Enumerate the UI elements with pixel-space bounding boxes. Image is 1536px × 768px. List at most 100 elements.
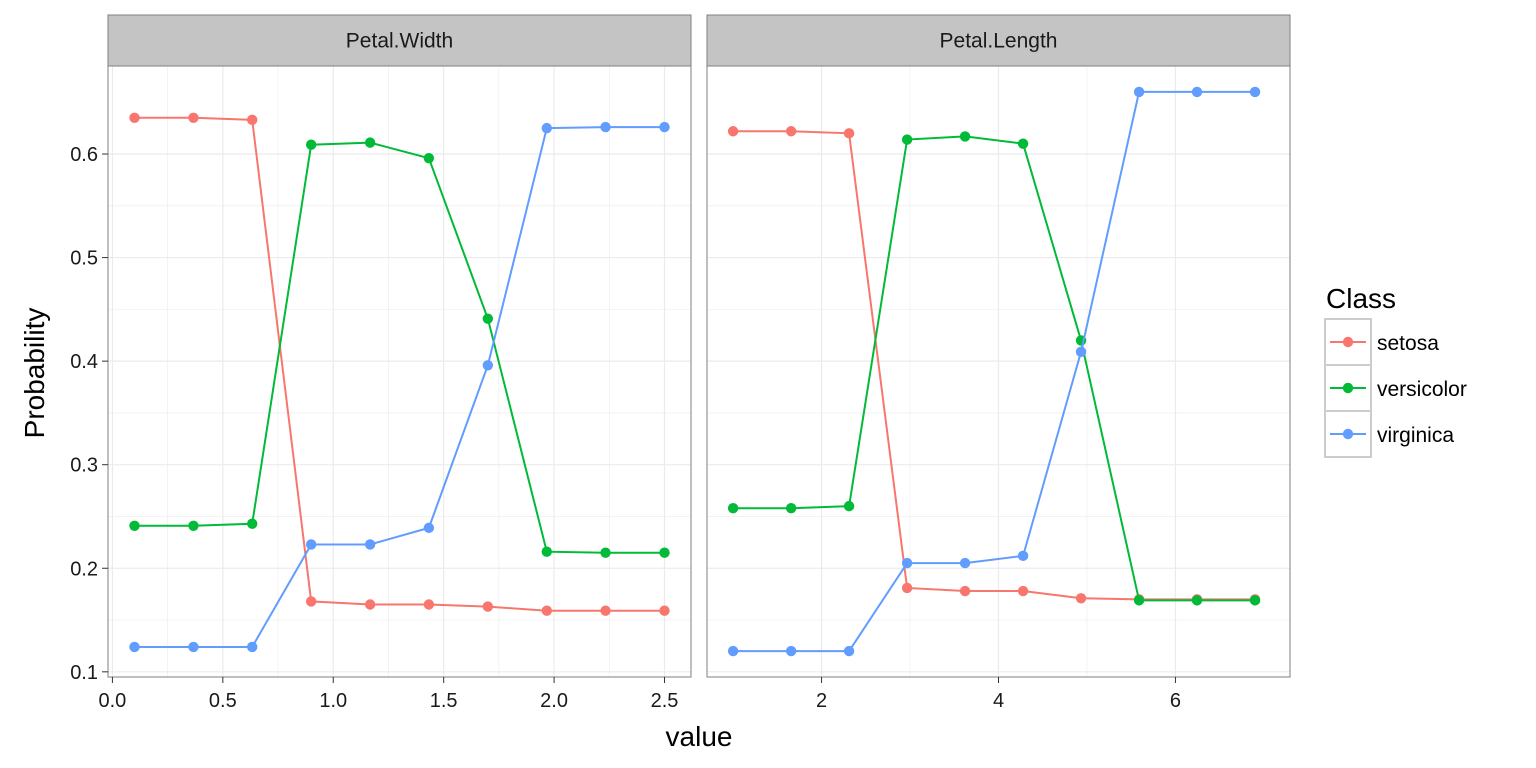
data-point-virginica	[1249, 86, 1261, 98]
data-point-versicolor	[129, 520, 140, 532]
data-point-setosa	[659, 605, 670, 616]
data-point-versicolor	[188, 520, 199, 532]
data-point-setosa	[727, 126, 739, 137]
data-point-versicolor	[785, 502, 797, 514]
y-tick-label: 0.1	[70, 662, 98, 684]
x-tick-label: 1.0	[319, 690, 347, 712]
data-point-setosa	[482, 601, 494, 612]
data-point-versicolor	[959, 131, 971, 142]
facet-strip	[107, 14, 692, 67]
y-tick-label: 0.2	[70, 558, 98, 580]
series-line-versicolor	[134, 141, 665, 554]
chart-panels: Petal.Width 0.0 0.5 1.0 1.5 2.0 2.5 0.1 0.2 0.3 0.…	[70, 14, 1291, 712]
y-tick-label: 0.5	[70, 248, 98, 270]
data-point-virginica	[541, 122, 552, 134]
data-point-virginica	[305, 539, 317, 550]
data-point-versicolor	[541, 546, 552, 557]
x-tick-label: 0.0	[99, 690, 127, 712]
y-tick-label: 0.4	[70, 351, 98, 373]
data-point-virginica	[785, 645, 797, 657]
y-axis-title: Probability	[19, 308, 50, 439]
data-point-versicolor	[843, 500, 855, 512]
data-point-versicolor	[659, 547, 670, 558]
x-tick-label: 0.5	[209, 690, 237, 712]
series-line-virginica	[733, 90, 1256, 653]
data-point-versicolor	[482, 313, 494, 324]
data-point-setosa	[423, 599, 435, 610]
legend-item-virginica: virginica	[1324, 410, 1454, 458]
data-point-virginica	[1075, 346, 1087, 358]
legend-item-versicolor: versicolor	[1324, 364, 1467, 412]
data-point-versicolor	[1191, 595, 1203, 606]
x-tick-label: 2.5	[651, 690, 679, 712]
series-line-setosa	[733, 130, 1256, 601]
data-point-setosa	[600, 605, 611, 616]
x-tick-label: 2	[816, 690, 827, 712]
data-point-setosa	[129, 112, 140, 123]
legend-title: Class	[1326, 283, 1396, 314]
data-point-setosa	[305, 596, 317, 607]
data-point-setosa	[1017, 585, 1029, 597]
data-point-virginica	[843, 645, 855, 657]
series-line-versicolor	[733, 135, 1256, 602]
data-point-setosa	[785, 126, 797, 137]
legend-point	[1342, 336, 1354, 348]
data-point-virginica	[727, 645, 739, 657]
data-point-versicolor	[364, 137, 376, 148]
legend-items: setosa versicolor virginica	[1324, 318, 1467, 458]
data-point-virginica	[247, 641, 258, 653]
y-tick-label: 0.6	[70, 144, 98, 166]
data-point-virginica	[423, 522, 435, 534]
data-point-virginica	[959, 557, 971, 569]
data-point-versicolor	[1017, 138, 1029, 149]
data-point-versicolor	[1133, 595, 1145, 606]
data-point-setosa	[247, 114, 258, 126]
y-tick-label: 0.3	[70, 455, 98, 477]
data-point-setosa	[188, 112, 199, 123]
data-point-versicolor	[247, 518, 258, 529]
legend-point	[1342, 382, 1354, 394]
panel-petal-length: Petal.Length 2 4 6	[706, 14, 1291, 712]
data-point-virginica	[1133, 86, 1145, 98]
x-tick-label: 6	[1170, 690, 1181, 712]
series-line-setosa	[134, 116, 665, 612]
data-point-virginica	[188, 641, 199, 653]
legend-item-setosa: setosa	[1324, 318, 1439, 366]
panel-background	[108, 66, 691, 677]
data-point-versicolor	[901, 134, 913, 145]
data-point-versicolor	[727, 502, 739, 514]
data-point-virginica	[129, 641, 140, 653]
data-point-setosa	[901, 582, 913, 594]
data-point-versicolor	[1249, 595, 1261, 606]
data-point-virginica	[901, 557, 913, 569]
panel-petal-width: Petal.Width 0.0 0.5 1.0 1.5 2.0 2.5 0.1 0.2 0.3 0.…	[70, 14, 692, 712]
legend-label: virginica	[1377, 424, 1454, 447]
data-point-virginica	[1017, 550, 1029, 562]
legend-point	[1342, 428, 1354, 440]
data-point-virginica	[600, 121, 611, 133]
data-point-setosa	[959, 585, 971, 597]
facet-strip-label: Petal.Width	[346, 30, 453, 53]
data-point-virginica	[659, 121, 670, 133]
x-tick-label: 1.5	[430, 690, 458, 712]
facet-strip-label: Petal.Length	[940, 30, 1058, 53]
legend: Class setosa versicolor virginica	[1324, 283, 1467, 458]
data-point-setosa	[541, 605, 552, 616]
data-point-setosa	[843, 128, 855, 139]
legend-label: setosa	[1377, 332, 1439, 355]
data-point-versicolor	[600, 547, 611, 558]
series-line-virginica	[134, 126, 665, 648]
x-tick-label: 4	[993, 690, 1004, 712]
data-point-versicolor	[305, 139, 317, 150]
data-point-virginica	[482, 360, 494, 371]
data-point-virginica	[364, 539, 376, 550]
data-point-versicolor	[423, 152, 435, 164]
panel-border	[107, 65, 692, 678]
data-point-setosa	[1075, 593, 1087, 604]
x-tick-label: 2.0	[540, 690, 568, 712]
data-point-virginica	[1191, 86, 1203, 98]
x-axis-title: value	[666, 721, 733, 752]
legend-label: versicolor	[1377, 378, 1467, 401]
data-point-setosa	[364, 599, 376, 610]
